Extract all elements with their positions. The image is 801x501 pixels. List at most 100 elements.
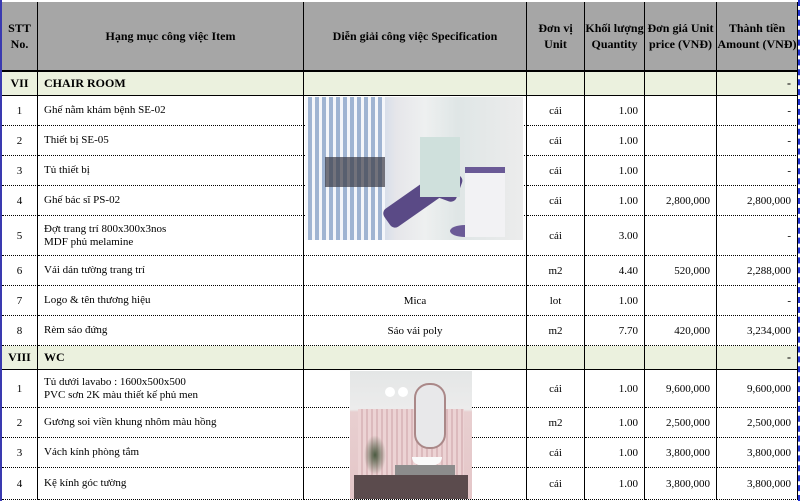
row-price[interactable]: 2,800,000 bbox=[645, 186, 717, 216]
row-amount[interactable]: - bbox=[717, 96, 798, 126]
row-item[interactable]: Logo & tên thương hiệu bbox=[38, 286, 304, 316]
row-unit[interactable]: cái bbox=[527, 156, 585, 186]
row-qty[interactable]: 1.00 bbox=[585, 438, 645, 468]
row-unit[interactable]: m2 bbox=[527, 316, 585, 346]
section-unit[interactable] bbox=[527, 346, 585, 370]
row-stt[interactable]: 2 bbox=[2, 126, 38, 156]
row-price[interactable]: 520,000 bbox=[645, 256, 717, 286]
row-qty[interactable]: 1.00 bbox=[585, 186, 645, 216]
section-number[interactable]: VIII bbox=[2, 346, 38, 370]
row-amount[interactable]: 2,288,000 bbox=[717, 256, 798, 286]
row-stt[interactable]: 7 bbox=[2, 286, 38, 316]
section-title[interactable]: WC bbox=[38, 346, 304, 370]
row-stt[interactable]: 4 bbox=[2, 186, 38, 216]
row-price[interactable] bbox=[645, 286, 717, 316]
row-item[interactable]: Tủ dưới lavabo : 1600x500x500 PVC sơn 2K… bbox=[38, 370, 304, 408]
row-price[interactable] bbox=[645, 126, 717, 156]
row-amount[interactable]: 2,800,000 bbox=[717, 186, 798, 216]
row-amount[interactable]: 2,500,000 bbox=[717, 408, 798, 438]
row-price[interactable] bbox=[645, 96, 717, 126]
row-qty[interactable]: 1.00 bbox=[585, 370, 645, 408]
row-unit-text: cái bbox=[549, 134, 562, 147]
row-amount[interactable]: - bbox=[717, 286, 798, 316]
row-unit[interactable]: cái bbox=[527, 468, 585, 500]
row-amount[interactable]: 3,234,000 bbox=[717, 316, 798, 346]
row-spec[interactable] bbox=[304, 216, 527, 256]
row-item[interactable]: Kệ kính góc tường bbox=[38, 468, 304, 500]
row-stt[interactable]: 4 bbox=[2, 468, 38, 500]
header-item[interactable]: Hạng mục công việc Item bbox=[38, 2, 304, 72]
row-item[interactable]: Ghế nằm khám bệnh SE-02 bbox=[38, 96, 304, 126]
row-amount[interactable]: - bbox=[717, 126, 798, 156]
section-number[interactable]: VII bbox=[2, 72, 38, 96]
header-stt[interactable]: STT No. bbox=[2, 2, 38, 72]
section-price[interactable] bbox=[645, 72, 717, 96]
section-price[interactable] bbox=[645, 346, 717, 370]
section-qty[interactable] bbox=[585, 72, 645, 96]
header-qty[interactable]: Khối lượng Quantity bbox=[585, 2, 645, 72]
row-stt[interactable]: 5 bbox=[2, 216, 38, 256]
header-unit[interactable]: Đơn vị Unit bbox=[527, 2, 585, 72]
row-stt[interactable]: 3 bbox=[2, 438, 38, 468]
row-qty[interactable]: 3.00 bbox=[585, 216, 645, 256]
row-qty[interactable]: 7.70 bbox=[585, 316, 645, 346]
row-qty[interactable]: 1.00 bbox=[585, 96, 645, 126]
row-amount[interactable]: 3,800,000 bbox=[717, 468, 798, 500]
section-spec[interactable] bbox=[304, 72, 527, 96]
row-qty[interactable]: 4.40 bbox=[585, 256, 645, 286]
row-item[interactable]: Tủ thiết bị bbox=[38, 156, 304, 186]
row-spec[interactable]: Sáo vải poly bbox=[304, 316, 527, 346]
row-unit[interactable]: lot bbox=[527, 286, 585, 316]
row-unit[interactable]: m2 bbox=[527, 256, 585, 286]
header-price[interactable]: Đơn giá Unit price (VNĐ) bbox=[645, 2, 717, 72]
row-price[interactable]: 3,800,000 bbox=[645, 438, 717, 468]
row-unit[interactable]: cái bbox=[527, 186, 585, 216]
row-unit[interactable]: cái bbox=[527, 370, 585, 408]
row-price[interactable] bbox=[645, 216, 717, 256]
row-qty[interactable]: 1.00 bbox=[585, 286, 645, 316]
row-item[interactable]: Vải dán tường trang trí bbox=[38, 256, 304, 286]
row-stt[interactable]: 2 bbox=[2, 408, 38, 438]
row-qty[interactable]: 1.00 bbox=[585, 408, 645, 438]
row-stt[interactable]: 8 bbox=[2, 316, 38, 346]
row-unit[interactable]: cái bbox=[527, 438, 585, 468]
row-unit[interactable]: cái bbox=[527, 96, 585, 126]
row-price[interactable]: 2,500,000 bbox=[645, 408, 717, 438]
row-unit[interactable]: cái bbox=[527, 216, 585, 256]
section-amount[interactable]: - bbox=[717, 346, 798, 370]
row-item[interactable]: Vách kính phòng tắm bbox=[38, 438, 304, 468]
row-price[interactable]: 9,600,000 bbox=[645, 370, 717, 408]
row-spec[interactable] bbox=[304, 468, 527, 500]
header-amount[interactable]: Thành tiền Amount (VNĐ) bbox=[717, 2, 798, 72]
row-unit[interactable]: m2 bbox=[527, 408, 585, 438]
row-stt[interactable]: 1 bbox=[2, 370, 38, 408]
row-amount[interactable]: - bbox=[717, 156, 798, 186]
row-item[interactable]: Rèm sáo đứng bbox=[38, 316, 304, 346]
row-item[interactable]: Đợt trang trí 800x300x3nos MDF phủ melam… bbox=[38, 216, 304, 256]
row-item[interactable]: Gương soi viền khung nhôm màu hồng bbox=[38, 408, 304, 438]
row-amount[interactable]: - bbox=[717, 216, 798, 256]
row-qty[interactable]: 1.00 bbox=[585, 468, 645, 500]
row-stt[interactable]: 3 bbox=[2, 156, 38, 186]
row-spec[interactable] bbox=[304, 256, 527, 286]
row-price[interactable]: 3,800,000 bbox=[645, 468, 717, 500]
row-amount[interactable]: 9,600,000 bbox=[717, 370, 798, 408]
section-spec[interactable] bbox=[304, 346, 527, 370]
section-amount[interactable]: - bbox=[717, 72, 798, 96]
header-spec[interactable]: Diễn giải công việc Specification bbox=[304, 2, 527, 72]
row-item[interactable]: Thiết bị SE-05 bbox=[38, 126, 304, 156]
row-qty[interactable]: 1.00 bbox=[585, 156, 645, 186]
row-item[interactable]: Ghế bác sĩ PS-02 bbox=[38, 186, 304, 216]
section-title[interactable]: CHAIR ROOM bbox=[38, 72, 304, 96]
row-price[interactable]: 420,000 bbox=[645, 316, 717, 346]
row-stt[interactable]: 6 bbox=[2, 256, 38, 286]
row-price[interactable] bbox=[645, 156, 717, 186]
row-unit[interactable]: cái bbox=[527, 126, 585, 156]
row-spec[interactable]: Mica bbox=[304, 286, 527, 316]
row-stt[interactable]: 1 bbox=[2, 96, 38, 126]
header-amount-text: Thành tiền Amount (VNĐ) bbox=[717, 21, 797, 51]
section-qty[interactable] bbox=[585, 346, 645, 370]
section-unit[interactable] bbox=[527, 72, 585, 96]
row-amount[interactable]: 3,800,000 bbox=[717, 438, 798, 468]
row-qty[interactable]: 1.00 bbox=[585, 126, 645, 156]
